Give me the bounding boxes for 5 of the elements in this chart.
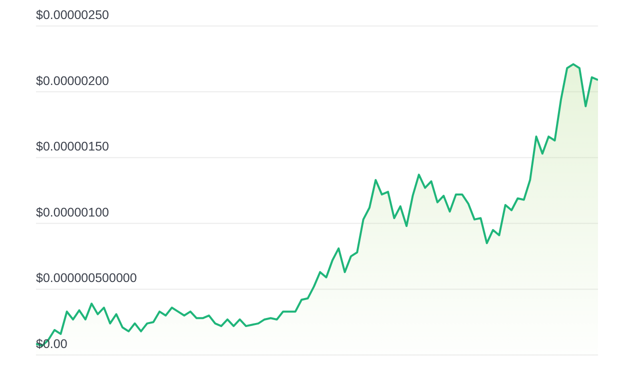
y-tick-label: $0.00000250 (36, 8, 110, 22)
y-tick-label: $0.000000500000 (36, 271, 137, 286)
y-tick-label: $0.00000150 (36, 140, 110, 154)
y-tick-label: $0.00000200 (36, 74, 110, 88)
y-tick-label: $0.00000100 (36, 205, 110, 220)
